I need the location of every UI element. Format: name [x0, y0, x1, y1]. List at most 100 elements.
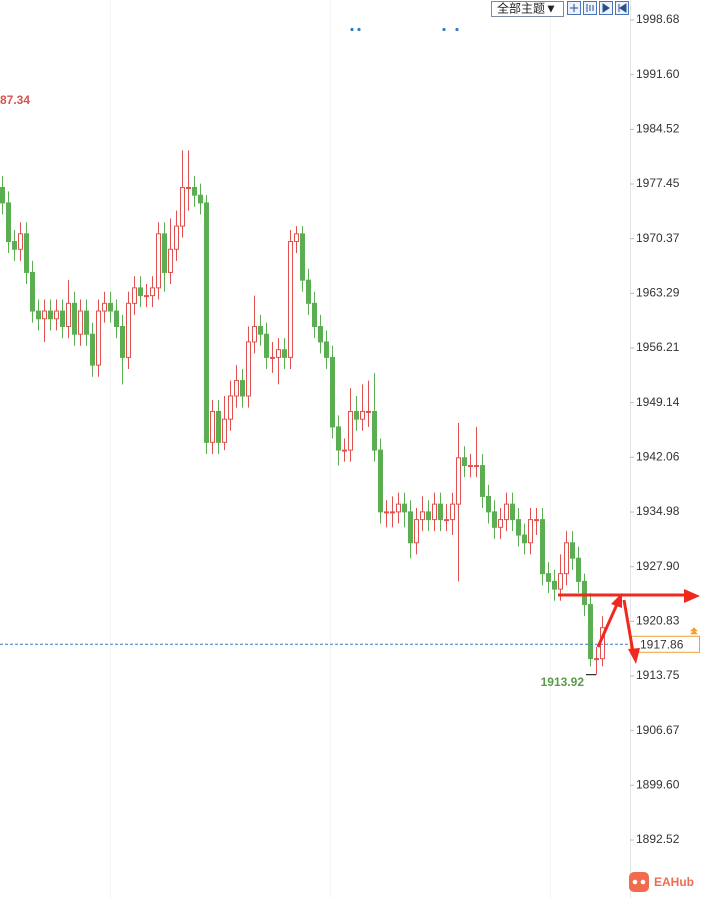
candle-body	[144, 295, 149, 298]
candle-body	[222, 418, 227, 443]
candle-body	[390, 511, 395, 514]
candle-body	[192, 186, 197, 196]
candle-body	[516, 519, 521, 536]
candle-body	[168, 248, 173, 273]
y-tick-label: 1949.14	[636, 395, 680, 409]
candle-body	[156, 233, 161, 289]
candle-body	[324, 341, 329, 358]
y-tick-label: 1942.06	[636, 450, 680, 464]
candle-body	[528, 519, 533, 544]
y-tick-label: 1991.60	[636, 67, 680, 81]
candle-body	[306, 279, 311, 304]
candle-body	[564, 542, 569, 575]
candle-body	[384, 511, 389, 514]
candle-body	[366, 410, 371, 413]
candle-body	[246, 341, 251, 397]
candle-body	[36, 310, 41, 320]
candle-body	[216, 410, 221, 443]
candle-body	[252, 325, 257, 343]
candle-body	[444, 519, 449, 522]
candle-body	[462, 457, 467, 467]
candle-body	[48, 310, 53, 320]
candle-body	[312, 302, 317, 327]
candle-body	[54, 310, 59, 320]
candle-body	[336, 426, 341, 451]
tool-icons	[570, 3, 627, 13]
candle-body	[546, 573, 551, 582]
candle-body	[300, 233, 305, 281]
candle-body	[96, 310, 101, 366]
candle-body	[570, 542, 575, 559]
y-tick-label: 1963.29	[636, 286, 680, 300]
current-price-label: 1917.86	[640, 637, 684, 651]
candle-body	[234, 380, 239, 397]
y-tick-label: 1892.52	[636, 832, 680, 846]
candle-body	[120, 325, 125, 358]
candle-body	[576, 557, 581, 582]
candle-body	[60, 310, 65, 327]
candle-body	[264, 333, 269, 358]
candle-body	[276, 349, 281, 358]
arrows	[558, 589, 700, 664]
candle-body	[474, 465, 479, 468]
candle-body	[414, 519, 419, 544]
candle-body	[294, 233, 299, 243]
candle-body	[372, 410, 377, 451]
candle-body	[180, 186, 185, 227]
candle-body	[30, 271, 35, 312]
candle-body	[522, 534, 527, 544]
candle-body	[450, 503, 455, 521]
candle-body	[270, 356, 275, 359]
candle-body	[318, 325, 323, 343]
candle-body	[228, 395, 233, 420]
candle-body	[378, 449, 383, 513]
plot: 1998.68 1991.60 1984.52 1977.45 1970.37 1963.…	[0, 12, 680, 846]
candle-body	[84, 310, 89, 335]
y-tick-label: 1920.83	[636, 613, 680, 627]
y-tick-label: 1927.90	[636, 559, 680, 573]
logo-text: EAHub	[654, 875, 694, 889]
candle-body	[540, 519, 545, 575]
candle-body	[486, 495, 491, 513]
price-flag	[690, 627, 698, 635]
candle-body	[552, 580, 557, 590]
candle-body	[162, 233, 167, 273]
candle-body	[342, 449, 347, 452]
candle-body	[510, 503, 515, 521]
candle-body	[78, 310, 83, 335]
low-label: 1913.92	[541, 675, 585, 689]
y-tick-label: 1906.67	[636, 723, 680, 737]
candle-body	[24, 233, 29, 273]
candle-body	[432, 503, 437, 521]
y-tick-label: 1956.21	[636, 340, 680, 354]
candle-body	[282, 349, 287, 358]
candle-body	[504, 503, 509, 521]
y-tick-label: 1899.60	[636, 777, 680, 791]
logo: EAHub	[629, 872, 694, 892]
candle-body	[108, 302, 113, 312]
candle-body	[438, 503, 443, 521]
toolbar: 全部主题▼	[491, 1, 629, 17]
theme-button[interactable]	[491, 1, 564, 17]
candle-body	[420, 511, 425, 521]
y-tick-label: 1970.37	[636, 231, 680, 245]
candle-body	[72, 302, 77, 335]
candle-body	[408, 511, 413, 544]
y-tick-label: 1934.98	[636, 504, 680, 518]
candle-body	[288, 241, 293, 358]
candle-body	[258, 325, 263, 335]
candle-body	[588, 604, 593, 660]
candle-body	[534, 519, 539, 522]
candle-body	[132, 287, 137, 304]
y-tick-label: 1977.45	[636, 176, 680, 190]
y-tick-label: 1913.75	[636, 668, 680, 682]
candle-body	[354, 410, 359, 420]
candle-body	[348, 410, 353, 451]
high-label: 87.34	[0, 93, 30, 107]
candle-body	[6, 202, 11, 243]
candle-body	[42, 310, 47, 320]
candle-body	[198, 194, 203, 204]
candle-body	[492, 511, 497, 528]
candle-body	[174, 225, 179, 250]
